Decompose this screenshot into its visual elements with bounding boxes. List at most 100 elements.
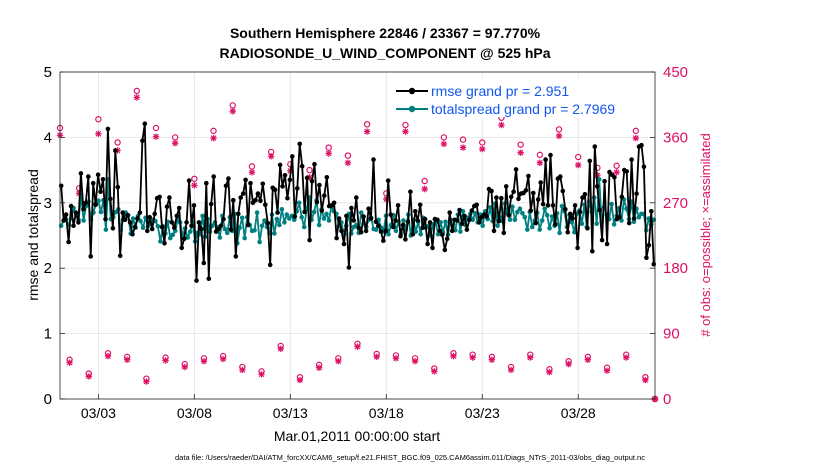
rmse-point [592, 144, 598, 149]
rmse-point [356, 225, 362, 230]
totalspread-point [611, 222, 617, 227]
legend-box [393, 79, 653, 117]
obs-possible-marker [248, 163, 256, 170]
rmse-point [506, 212, 512, 218]
rmse-point [545, 203, 551, 208]
rmse-point [590, 248, 595, 254]
totalspread-point [596, 177, 602, 182]
rmse-point [496, 218, 502, 224]
obs-count-markers [56, 87, 659, 403]
totalspread-point [443, 219, 448, 225]
rmse-point [73, 210, 79, 215]
rmse-point [599, 237, 605, 243]
rmse-point [499, 195, 504, 201]
totalspread-point [239, 215, 245, 221]
rmse-point [339, 228, 344, 234]
rmse-point [489, 188, 494, 194]
totalspread-point [373, 227, 379, 232]
rmse-point [280, 184, 285, 189]
rmse-point [201, 260, 207, 266]
rmse-point [363, 228, 369, 234]
totalspread-point [539, 218, 545, 223]
rmse-point [513, 167, 519, 172]
rmse-point [169, 220, 175, 225]
obs-assimilated-marker [95, 130, 102, 137]
totalspread-point [257, 239, 262, 245]
rmse-point [258, 198, 263, 204]
totalspread-point [316, 222, 322, 228]
rmse-point [604, 241, 610, 247]
totalspread-point [254, 210, 260, 215]
obs-assimilated-marker [488, 356, 496, 363]
rmse-point [63, 212, 69, 217]
rmse-point [95, 172, 101, 177]
totalspread-point [279, 207, 285, 212]
rmse-point [86, 174, 91, 179]
rmse-point [176, 205, 182, 211]
rmse-point [290, 154, 295, 159]
totalspread-point [321, 216, 327, 221]
plot-area [60, 72, 655, 399]
rmse-point [137, 210, 143, 215]
totalspread-point [557, 230, 562, 236]
totalspread-point [544, 212, 550, 218]
rmse-point [553, 222, 558, 227]
obs-assimilated-marker [565, 360, 572, 368]
rmse-point [585, 226, 590, 231]
totalspread-point [130, 216, 136, 221]
legend-spread-marker [408, 105, 416, 113]
obs-assimilated-marker [335, 358, 342, 365]
obs-assimilated-marker [507, 366, 515, 374]
rmse-point [88, 254, 93, 259]
rmse-point [145, 228, 150, 234]
rmse-point [501, 230, 507, 236]
obs-assimilated-marker [325, 150, 332, 157]
obs-assimilated-marker [315, 364, 323, 371]
obs-assimilated-marker [171, 140, 179, 147]
rmse-point [351, 218, 357, 223]
rmse-point [248, 180, 253, 186]
rmse-point [422, 216, 428, 222]
totalspread-point [237, 225, 242, 230]
totalspread-point [222, 226, 228, 232]
rmse-point [511, 189, 516, 194]
obs-possible-marker [171, 134, 179, 141]
rmse-point [164, 204, 170, 209]
totalspread-point [284, 212, 290, 217]
obs-assimilated-marker [450, 352, 457, 360]
obs-assimilated-marker [354, 343, 361, 350]
rmse-line [60, 122, 655, 282]
rmse-point [582, 192, 588, 197]
totalspread-point [282, 220, 287, 225]
obs-assimilated-marker [613, 169, 620, 176]
obs-assimilated-marker [162, 357, 169, 364]
totalspread-point [296, 200, 302, 206]
rmse-point [186, 178, 192, 183]
x-tick-label: 03/23 [465, 405, 500, 421]
rmse-point [238, 195, 243, 200]
rmse-point [100, 177, 106, 182]
right-y-tick-label: 90 [663, 326, 680, 343]
left-y-ticks: 0 1 2 3 4 5 [44, 64, 65, 408]
right-y-tick-label: 180 [663, 260, 688, 277]
totalspread-point [579, 221, 585, 226]
rmse-point [184, 220, 189, 225]
rmse-point [76, 220, 81, 225]
obs-assimilated-marker [373, 353, 380, 361]
data-file-footer: data file: /Users/raeder/DAI/ATM_forcXX/… [175, 453, 645, 462]
obs-possible-marker [95, 116, 102, 123]
rmse-point [437, 228, 443, 234]
rmse-point [297, 141, 303, 147]
rmse-point [560, 188, 566, 194]
obs-assimilated-marker [584, 356, 592, 363]
rmse-point [61, 218, 66, 223]
obs-possible-marker [363, 121, 371, 128]
totalspread-point [594, 221, 599, 226]
totalspread-point [262, 218, 267, 223]
rmse-point [631, 216, 637, 221]
left-y-tick-label: 0 [44, 391, 52, 408]
totalspread-point [401, 218, 406, 223]
rmse-point [223, 183, 229, 189]
rmse-point [162, 241, 167, 246]
